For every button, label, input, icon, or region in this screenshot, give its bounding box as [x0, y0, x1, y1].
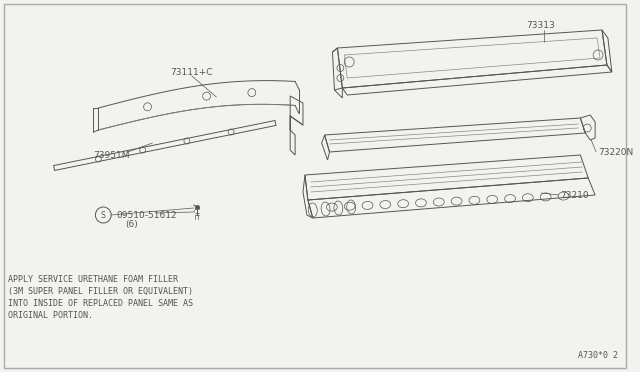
Text: INTO INSIDE OF REPLACED PANEL SAME AS: INTO INSIDE OF REPLACED PANEL SAME AS	[8, 299, 193, 308]
Text: (3M SUPER PANEL FILLER OR EQUIVALENT): (3M SUPER PANEL FILLER OR EQUIVALENT)	[8, 287, 193, 296]
Text: 73220N: 73220N	[598, 148, 634, 157]
Text: 09510-51612: 09510-51612	[116, 211, 177, 219]
Text: 73210: 73210	[561, 190, 589, 199]
Text: ORIGINAL PORTION.: ORIGINAL PORTION.	[8, 311, 93, 320]
Text: 73313: 73313	[526, 20, 555, 29]
Text: S: S	[101, 211, 106, 219]
Text: 73951M: 73951M	[93, 151, 130, 160]
Text: APPLY SERVICE URETHANE FOAM FILLER: APPLY SERVICE URETHANE FOAM FILLER	[8, 275, 178, 284]
Text: 73111+C: 73111+C	[171, 67, 213, 77]
Text: A730*0 2: A730*0 2	[578, 351, 618, 360]
Text: (6): (6)	[125, 219, 138, 228]
